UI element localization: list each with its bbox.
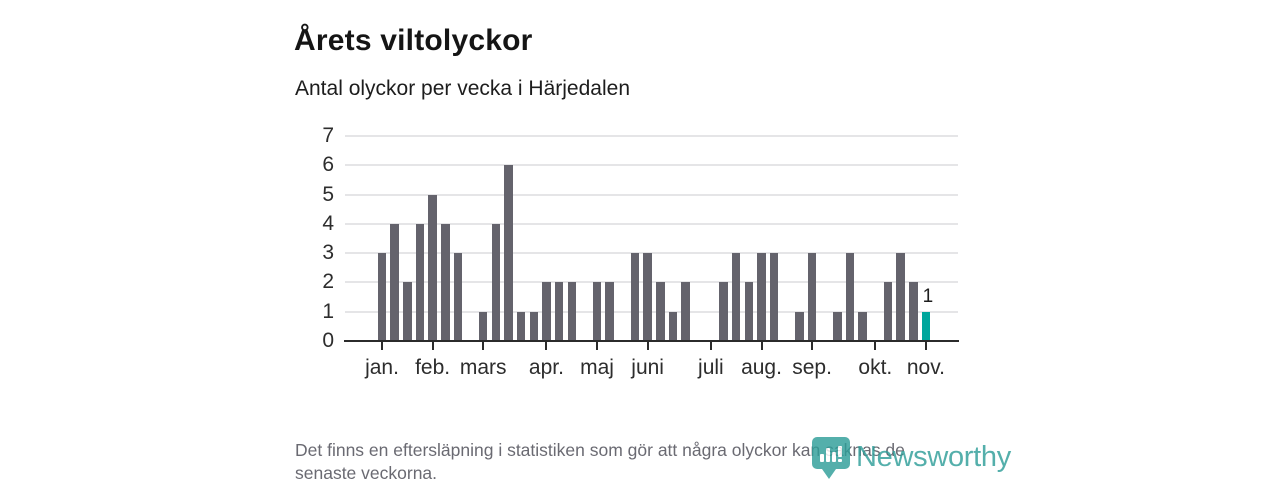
x-axis-label-mars: mars	[459, 356, 507, 379]
x-axis-label-juni: juni	[631, 356, 664, 379]
bar-week-4	[415, 223, 425, 341]
chart-title: Årets viltolyckor	[294, 24, 533, 58]
gridline-5	[345, 193, 958, 196]
chart-subtitle: Antal olyckor per vecka i Härjedalen	[295, 77, 630, 100]
gridline-7	[345, 134, 958, 137]
newsworthy-logo: Newsworthy	[811, 436, 1011, 485]
bar-week-11	[504, 165, 513, 341]
gridline-6	[345, 164, 958, 167]
x-axis-label-maj: maj	[580, 356, 614, 379]
x-axis-label-okt: okt.	[858, 356, 893, 379]
x-tick-apr	[545, 342, 548, 350]
x-axis-label-juli: juli	[698, 356, 724, 379]
y-axis-label-7: 7	[322, 123, 334, 147]
bar-week-42	[896, 253, 905, 341]
bar-week-31	[757, 253, 766, 341]
bar-week-39	[858, 311, 867, 341]
x-axis-label-aug: aug.	[741, 356, 782, 379]
bar-week-15	[554, 282, 564, 341]
bar-week-21	[630, 253, 640, 341]
x-axis-label-apr: apr.	[528, 356, 564, 379]
y-axis-label-0: 0	[322, 329, 334, 352]
x-axis-line	[344, 339, 959, 342]
y-axis-label-6: 6	[322, 153, 334, 177]
x-tick-jan	[381, 342, 383, 350]
x-tick-sep	[811, 342, 814, 350]
bar-week-30	[744, 282, 754, 341]
x-axis-label-jan: jan.	[365, 356, 399, 379]
bar-week-13	[529, 311, 539, 341]
bar-week-24	[668, 311, 678, 341]
highlight-value-label: 1	[922, 285, 934, 307]
bar-week-23	[656, 282, 665, 341]
bar-week-19	[605, 282, 614, 341]
bar-week-32	[769, 253, 779, 341]
x-axis-label-sep: sep.	[792, 356, 832, 379]
bar-week-2	[390, 223, 399, 341]
x-tick-aug	[760, 342, 763, 350]
bar-week-7	[453, 253, 463, 341]
x-tick-juni	[646, 342, 649, 350]
bar-week-6	[441, 223, 450, 341]
x-tick-mars	[482, 342, 485, 350]
x-tick-maj	[596, 342, 599, 350]
bar-week-29	[731, 253, 741, 341]
footnote: Det finns en eftersläpning i statistiken…	[295, 439, 905, 485]
bar-week-28	[719, 282, 728, 341]
bar-week-44-highlight	[921, 311, 931, 341]
x-tick-juli	[709, 342, 712, 350]
bar-week-18	[592, 282, 602, 341]
y-axis-label-3: 3	[322, 241, 334, 265]
x-axis-label-nov: nov.	[906, 356, 945, 379]
bar-week-14	[542, 282, 551, 341]
footnote-line-2: senaste veckorna.	[295, 463, 438, 483]
bar-week-9	[478, 311, 488, 341]
x-tick-feb	[431, 342, 434, 350]
newsworthy-wordmark: Newsworthy	[856, 441, 1011, 473]
x-tick-nov	[924, 342, 927, 350]
y-axis-label-1: 1	[322, 299, 334, 323]
gridline-4	[345, 222, 958, 225]
bar-week-16	[567, 282, 576, 341]
bar-week-1	[377, 253, 387, 341]
bar-week-10	[491, 223, 501, 341]
x-axis-label-feb: feb.	[415, 356, 451, 379]
bar-week-38	[845, 253, 855, 341]
y-axis-label-5: 5	[322, 182, 334, 206]
bar-week-34	[795, 311, 804, 341]
bar-week-35	[807, 253, 817, 341]
bar-week-22	[643, 253, 652, 341]
x-tick-okt	[874, 342, 877, 350]
bar-week-12	[516, 311, 526, 341]
bar-week-43	[909, 282, 918, 341]
bar-week-41	[883, 282, 893, 341]
bar-week-3	[403, 282, 412, 341]
bar-week-5	[428, 194, 437, 341]
newsworthy-pin-icon	[811, 436, 851, 485]
bar-week-37	[833, 311, 842, 341]
footnote-line-1: Det finns en eftersläpning i statistiken…	[295, 440, 905, 460]
bar-week-25	[681, 282, 690, 341]
y-axis-label-2: 2	[322, 270, 334, 294]
y-axis-label-4: 4	[322, 211, 334, 235]
